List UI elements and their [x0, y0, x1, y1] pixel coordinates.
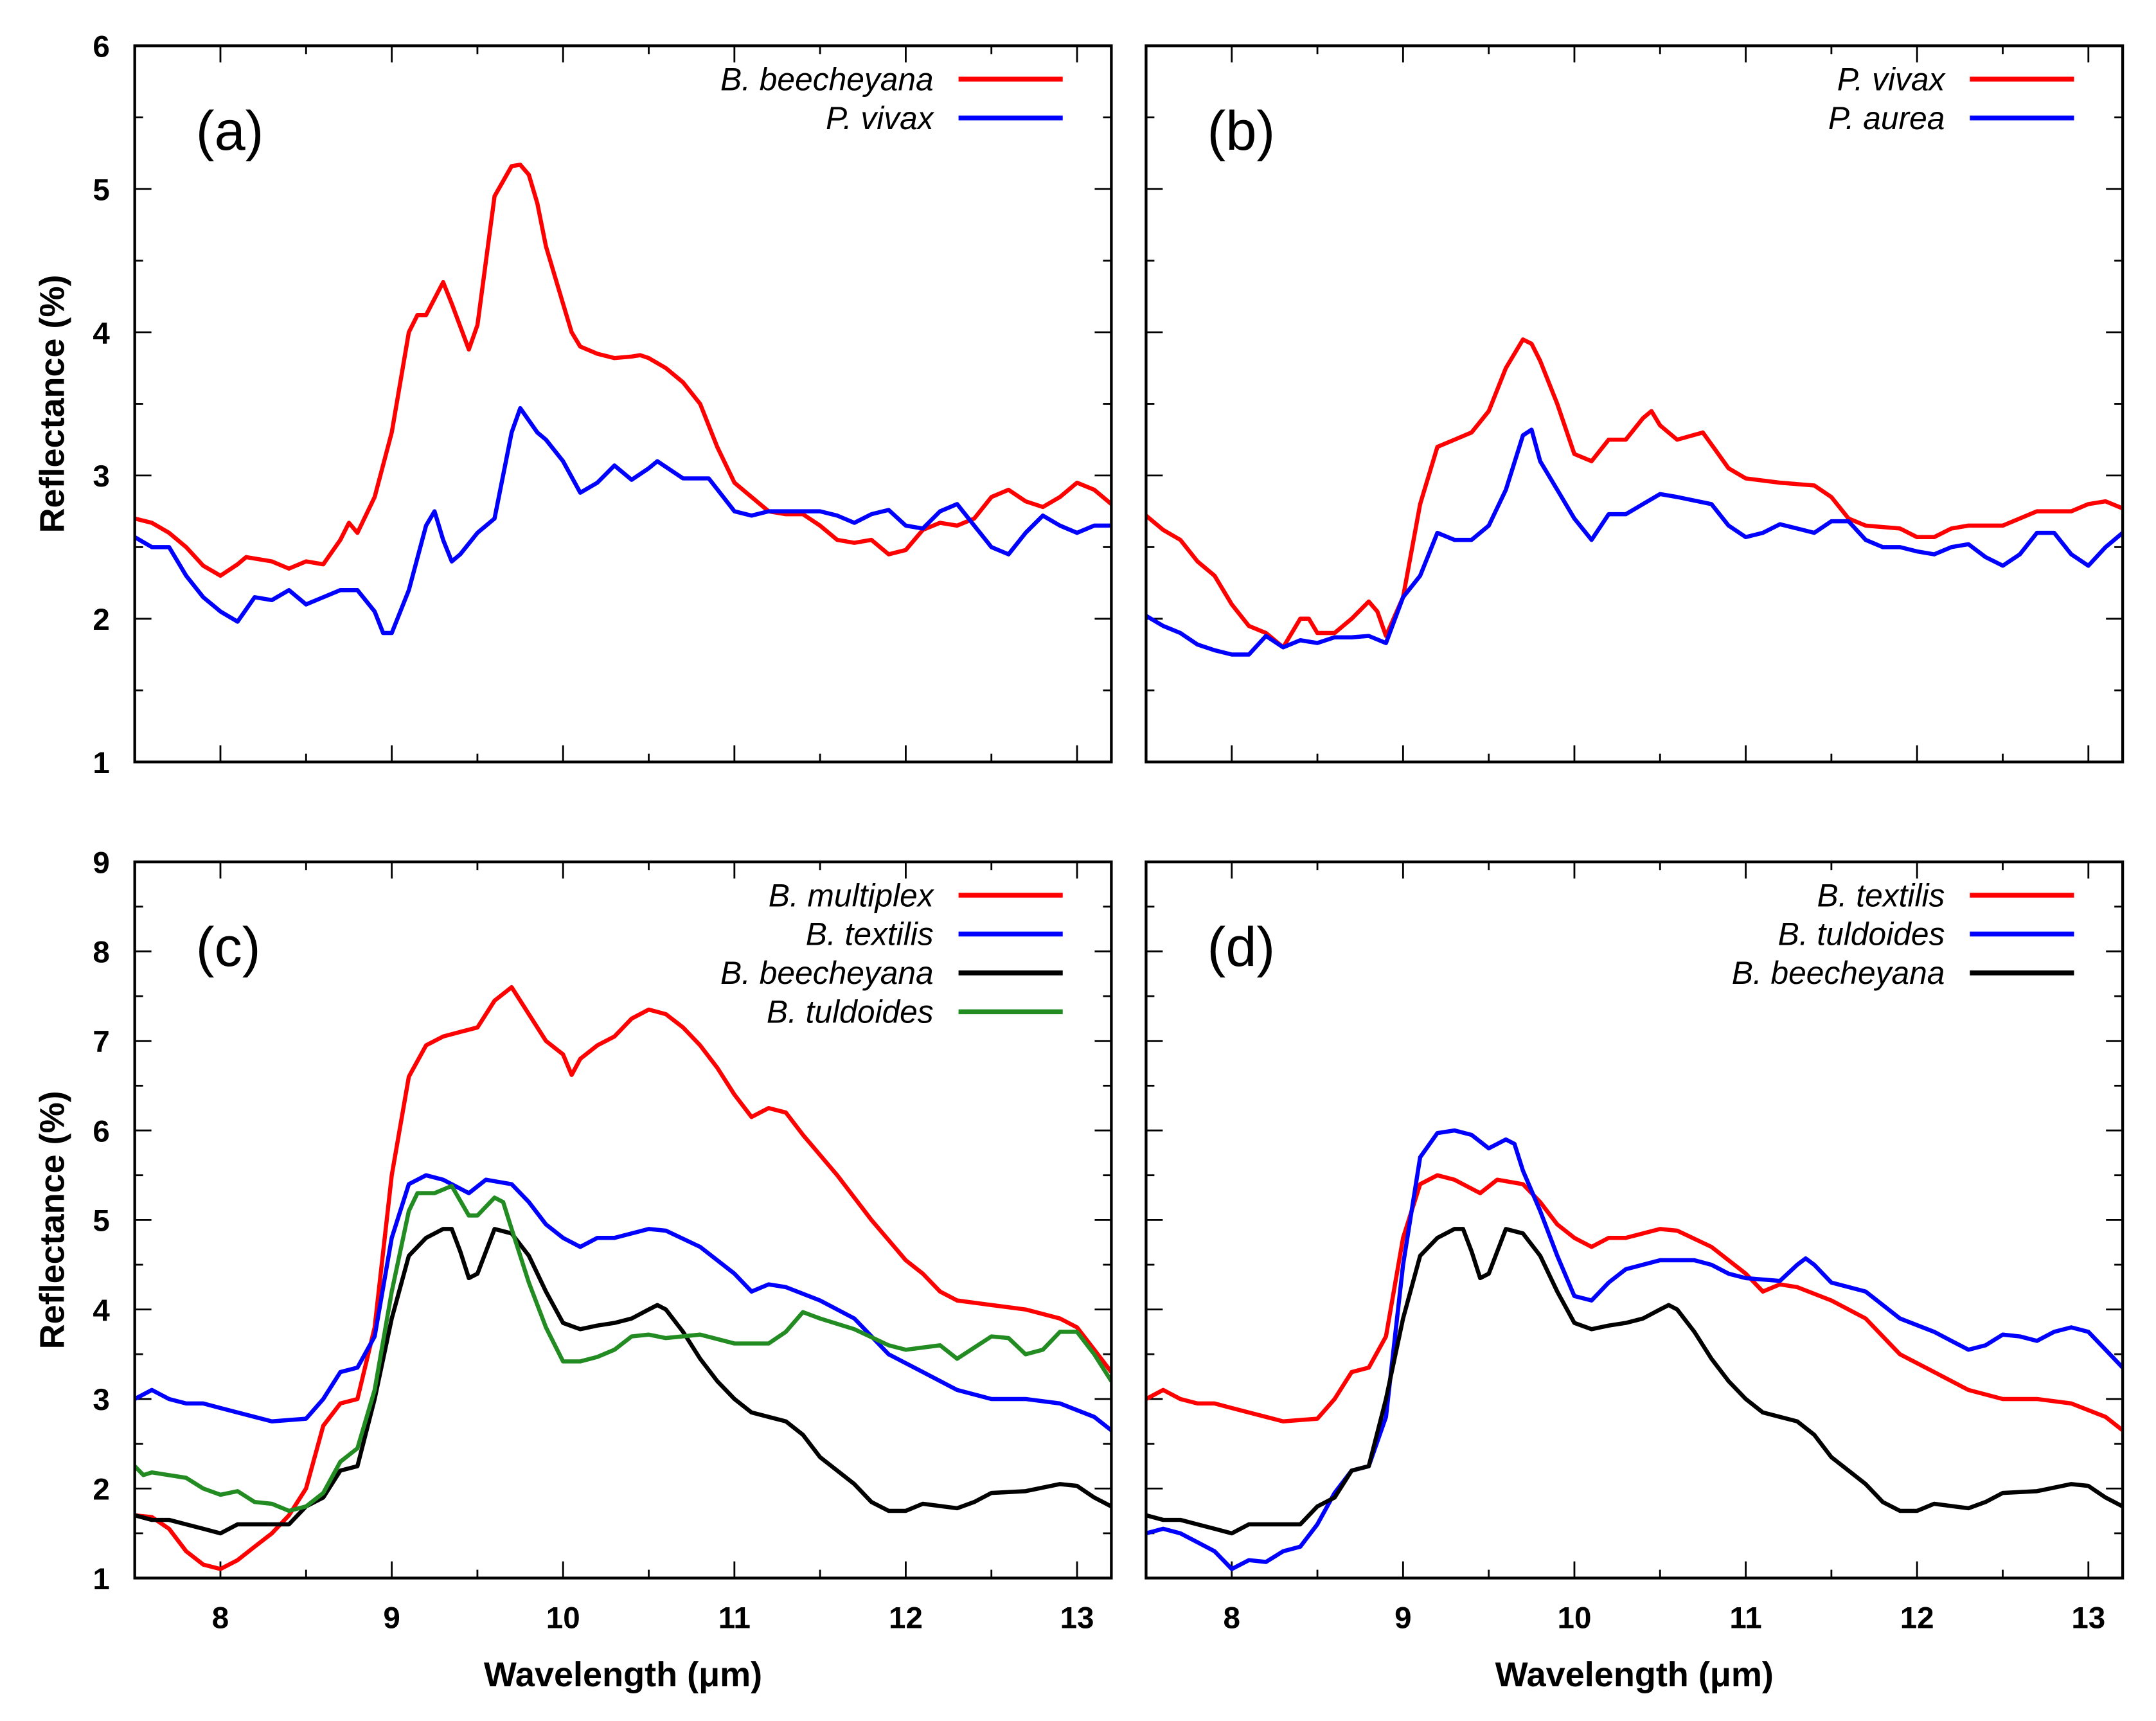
legend-label: P. aurea — [1828, 100, 1945, 136]
x-tick-label: 11 — [718, 1601, 751, 1635]
plot-frame — [133, 860, 1113, 1580]
x-tick-label: 13 — [1060, 1601, 1094, 1635]
plot-frame — [1145, 860, 2125, 1580]
y-tick-label: 1 — [93, 1562, 109, 1596]
x-tick-label: 9 — [1394, 1601, 1411, 1635]
series-line-b-beecheyana — [134, 1227, 1112, 1536]
legend-label: B. textilis — [806, 916, 934, 952]
y-axis-title: Reflectance (%) — [33, 1091, 71, 1349]
panel-label: (a) — [196, 100, 264, 162]
y-tick-label: 5 — [93, 1204, 109, 1238]
legend-label: B. textilis — [1817, 877, 1945, 913]
series-line-b-beecheyana — [134, 163, 1112, 578]
x-tick-label: 8 — [1224, 1601, 1240, 1635]
panel-label: (b) — [1207, 100, 1276, 162]
x-tick-label: 8 — [212, 1601, 229, 1635]
legend-label: B. multiplex — [769, 877, 935, 913]
y-tick-label: 8 — [93, 936, 109, 970]
panel-label: (d) — [1207, 916, 1276, 978]
x-axis-title: Wavelength (μm) — [484, 1655, 762, 1694]
panel-label: (c) — [196, 916, 261, 978]
x-tick-label: 10 — [546, 1601, 580, 1635]
panel-a: 1 2 3 4 5 6 Reflectance (%) (a) B. beecheyanaP. … — [33, 30, 1113, 780]
y-tick-label: 6 — [93, 1114, 109, 1148]
series-line-b-textilis — [1146, 1173, 2123, 1432]
y-tick-label: 6 — [93, 30, 109, 64]
x-tick-label: 12 — [889, 1601, 923, 1635]
y-tick-label: 2 — [93, 1473, 109, 1507]
plot-frame — [1145, 44, 2125, 763]
y-tick-label: 3 — [93, 1383, 109, 1417]
x-tick-label: 12 — [1900, 1601, 1934, 1635]
legend-label: B. beecheyana — [1732, 955, 1945, 991]
y-axis-title: Reflectance (%) — [33, 274, 71, 533]
y-tick-label: 7 — [93, 1025, 109, 1059]
y-tick-label: 4 — [93, 316, 110, 350]
y-tick-label: 9 — [93, 846, 109, 880]
y-tick-label: 2 — [93, 603, 109, 637]
series-line-b-tuldoides — [134, 1184, 1112, 1513]
series-line-p-vivax — [1146, 337, 2123, 650]
legend-label: B. beecheyana — [720, 955, 934, 991]
series-line-b-beecheyana — [1146, 1227, 2123, 1536]
y-tick-label: 3 — [93, 459, 109, 494]
legend-label: P. vivax — [1837, 61, 1947, 97]
x-tick-label: 11 — [1729, 1601, 1761, 1635]
series-line-p-aurea — [1146, 427, 2123, 657]
x-tick-label: 9 — [383, 1601, 400, 1635]
y-tick-label: 5 — [93, 173, 109, 207]
series-line-b-textilis — [134, 1173, 1112, 1432]
x-tick-label: 13 — [2071, 1601, 2105, 1635]
x-tick-label: 10 — [1558, 1601, 1592, 1635]
x-axis-title: Wavelength (μm) — [1495, 1655, 1774, 1694]
legend-label: B. beecheyana — [720, 61, 934, 97]
y-tick-label: 1 — [93, 746, 109, 780]
plot-frame — [133, 44, 1113, 763]
series-line-p-vivax — [134, 406, 1112, 636]
series-line-b-multiplex — [134, 985, 1112, 1571]
y-tick-label: 4 — [93, 1294, 110, 1328]
legend-label: B. tuldoides — [767, 994, 934, 1030]
legend-label: P. vivax — [826, 100, 935, 136]
legend-label: B. tuldoides — [1778, 916, 1945, 952]
series-line-b-tuldoides — [1146, 1128, 2123, 1571]
